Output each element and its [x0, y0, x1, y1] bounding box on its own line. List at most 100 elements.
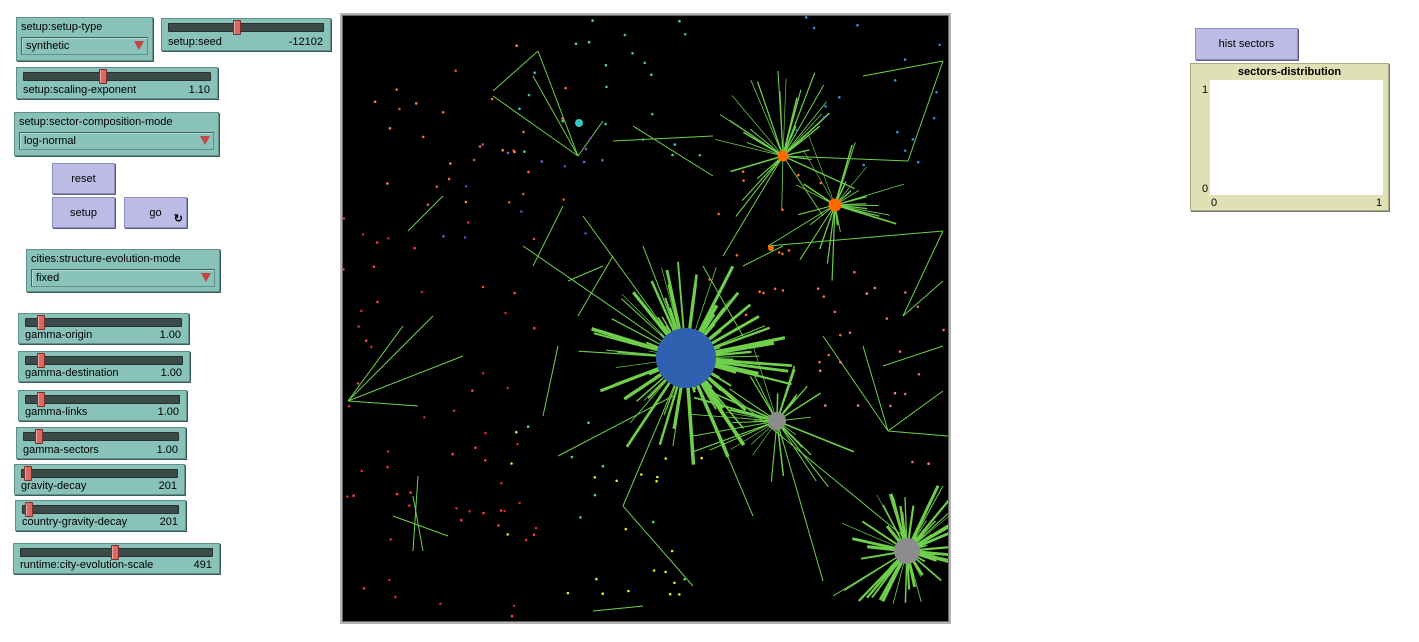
city-dot — [678, 19, 681, 23]
slider-knob[interactable] — [36, 392, 45, 407]
spoke-line — [782, 155, 856, 190]
spoke-line — [834, 166, 868, 206]
slider-track[interactable] — [21, 469, 178, 478]
gravity-decay-slider[interactable]: gravity-decay 201 — [14, 464, 185, 495]
city-dot — [533, 326, 536, 330]
slider-track[interactable] — [25, 395, 180, 404]
city-dot — [812, 26, 816, 30]
spoke-line — [756, 155, 784, 180]
orange-city — [828, 198, 842, 212]
city-dot — [518, 501, 521, 505]
country-gravity-decay-value: 201 — [159, 516, 178, 528]
city-dot — [584, 147, 588, 151]
city-dot — [781, 289, 785, 292]
slider-knob[interactable] — [233, 20, 242, 35]
city-dot — [903, 58, 907, 61]
city-dot — [447, 177, 451, 181]
reset-button[interactable]: reset — [52, 163, 115, 194]
city-dot — [601, 592, 604, 595]
city-dot — [762, 291, 765, 295]
scaling-exponent-slider[interactable]: setup:scaling-exponent 1.10 — [16, 67, 218, 99]
setup-type-chooser[interactable]: setup:setup-type synthetic — [16, 17, 153, 61]
spoke-line — [685, 357, 904, 537]
city-dot — [484, 431, 487, 435]
slider-track[interactable] — [22, 505, 179, 514]
spoke-line — [741, 155, 784, 201]
dropdown-arrow-icon[interactable] — [134, 41, 144, 50]
sector-composition-chooser[interactable]: setup:sector-composition-mode log-normal — [14, 112, 219, 156]
city-dot — [561, 119, 564, 123]
city-dot — [911, 138, 915, 141]
city-dot — [463, 236, 467, 239]
slider-knob[interactable] — [110, 545, 119, 560]
city-dot — [533, 71, 536, 74]
city-dot — [356, 382, 360, 385]
spoke-line — [834, 204, 890, 216]
city-dot — [481, 371, 485, 375]
city-dot — [631, 52, 634, 55]
city-dot — [513, 150, 516, 154]
gamma-destination-slider[interactable]: gamma-destination 1.00 — [18, 351, 190, 382]
slider-knob[interactable] — [24, 502, 33, 517]
slider-track[interactable] — [168, 23, 324, 32]
city-dot — [451, 452, 454, 456]
dropdown-arrow-icon[interactable] — [200, 136, 210, 145]
city-dot — [823, 115, 826, 119]
hist-sectors-button-label: hist sectors — [1218, 38, 1275, 50]
gamma-origin-value: 1.00 — [159, 329, 181, 341]
country-gravity-decay-slider[interactable]: country-gravity-decay 201 — [15, 500, 186, 531]
world-view[interactable] — [340, 13, 951, 624]
sectors-distribution-plot: sectors-distribution 1 0 0 1 — [1190, 63, 1389, 211]
spoke-line — [834, 204, 897, 225]
setup-button[interactable]: setup — [52, 197, 115, 228]
x-min-tick: 0 — [1211, 197, 1218, 209]
structure-evolution-chooser[interactable]: cities:structure-evolution-mode fixed — [26, 249, 220, 292]
city-dot — [409, 491, 412, 494]
spoke-line — [709, 420, 778, 451]
city-dot — [481, 285, 485, 289]
gamma-origin-slider[interactable]: gamma-origin 1.00 — [18, 313, 189, 344]
city-dot — [898, 350, 902, 353]
city-dot — [490, 97, 494, 101]
city-dot — [413, 246, 416, 250]
city-dot — [513, 291, 516, 295]
city-dot — [683, 33, 687, 36]
slider-knob[interactable] — [36, 315, 45, 330]
city-dot — [938, 43, 941, 47]
city-dot — [515, 44, 518, 47]
gamma-links-slider[interactable]: gamma-links 1.00 — [18, 390, 187, 421]
slider-track[interactable] — [25, 318, 182, 327]
world-canvas[interactable] — [343, 16, 948, 621]
city-dot — [471, 389, 474, 392]
dropdown-arrow-icon[interactable] — [201, 273, 211, 282]
structure-evolution-select[interactable]: fixed — [31, 269, 215, 287]
seed-slider[interactable]: setup:seed -12102 — [161, 18, 331, 51]
city-dot — [708, 278, 711, 281]
city-dot — [362, 587, 366, 590]
city-dot — [376, 300, 379, 304]
slider-track[interactable] — [25, 356, 183, 365]
spoke-line — [731, 95, 784, 157]
slider-knob[interactable] — [23, 466, 32, 481]
city-evolution-scale-slider[interactable]: runtime:city-evolution-scale 491 — [13, 543, 220, 574]
gravity-decay-label: gravity-decay — [21, 480, 87, 492]
main-city — [656, 328, 716, 388]
go-button[interactable]: go ↻ — [124, 197, 187, 228]
city-dot — [360, 309, 363, 313]
setup-type-select[interactable]: synthetic — [21, 37, 148, 55]
slider-track[interactable] — [23, 432, 179, 441]
city-dot — [911, 460, 914, 464]
hist-sectors-button[interactable]: hist sectors — [1195, 28, 1298, 60]
sector-composition-select[interactable]: log-normal — [19, 132, 214, 150]
city-dot — [441, 111, 445, 114]
setup-button-label: setup — [70, 207, 97, 219]
slider-knob[interactable] — [37, 353, 45, 368]
slider-track[interactable] — [23, 72, 211, 81]
city-dot — [372, 265, 376, 268]
city-dot — [827, 353, 830, 357]
slider-knob[interactable] — [34, 429, 43, 444]
city-dot — [623, 33, 627, 37]
gamma-sectors-slider[interactable]: gamma-sectors 1.00 — [16, 427, 186, 459]
major-cities — [575, 119, 920, 564]
slider-knob[interactable] — [98, 69, 107, 84]
